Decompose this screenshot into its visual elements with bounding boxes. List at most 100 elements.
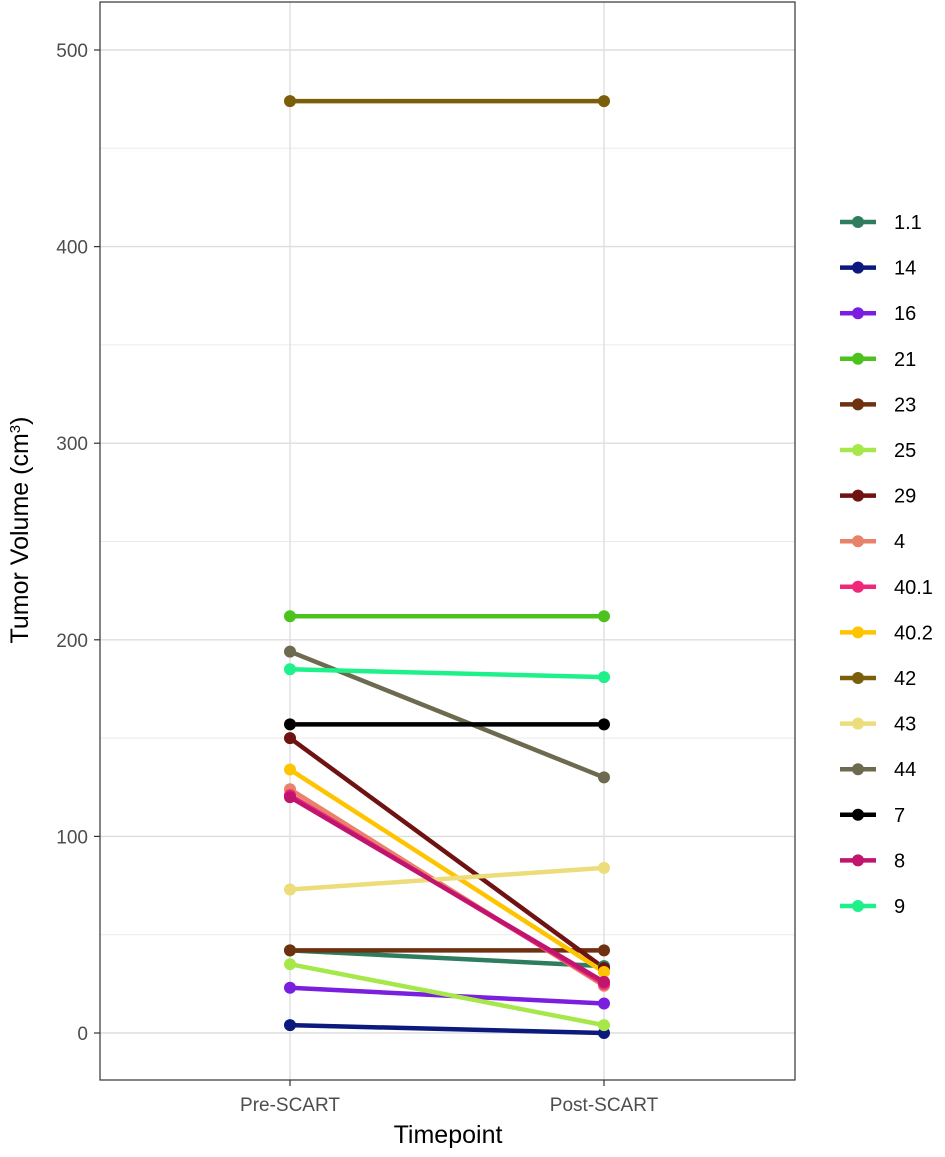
y-axis-label: Tumor Volume (cm3) (6, 417, 34, 644)
series-points (284, 95, 610, 1039)
data-point-25-Post-SCART (598, 1019, 610, 1032)
legend-item-29: 29 (840, 486, 916, 508)
legend-label: 4 (894, 531, 905, 553)
legend-label: 25 (894, 440, 916, 462)
legend-item-14: 14 (840, 258, 916, 280)
data-point-40.2-Pre-SCART (284, 763, 296, 776)
data-point-16-Pre-SCART (284, 981, 296, 994)
data-point-43-Post-SCART (598, 861, 610, 874)
legend-key-point (852, 808, 864, 821)
series-line-9 (287, 667, 607, 680)
series-lines (287, 98, 607, 1036)
data-point-23-Post-SCART (598, 944, 610, 957)
legend-item-9: 9 (840, 896, 905, 918)
x-tick-label: Pre-SCART (240, 1095, 340, 1116)
data-point-16-Post-SCART (598, 997, 610, 1010)
data-point-7-Pre-SCART (284, 718, 296, 731)
data-point-21-Post-SCART (598, 610, 610, 623)
y-tick-label: 300 (56, 434, 88, 455)
legend-item-44: 44 (840, 759, 916, 781)
data-point-7-Post-SCART (598, 718, 610, 731)
data-point-14-Pre-SCART (284, 1019, 296, 1032)
legend-item-21: 21 (840, 349, 916, 371)
y-tick-label: 500 (56, 41, 88, 62)
x-axis: Pre-SCART Post-SCART (240, 1080, 659, 1116)
series-line-40.2 (287, 767, 607, 975)
legend-label: 7 (894, 805, 905, 827)
data-point-42-Post-SCART (598, 95, 610, 108)
y-axis-label-superscript: 3 (7, 425, 24, 433)
legend-label: 21 (894, 349, 916, 371)
y-axis-label-text: Tumor Volume (cm (6, 433, 34, 643)
data-point-44-Pre-SCART (284, 645, 296, 658)
legend-key-point (852, 626, 864, 639)
data-point-9-Pre-SCART (284, 663, 296, 676)
y-tick-label: 0 (77, 1024, 88, 1045)
data-point-9-Post-SCART (598, 671, 610, 684)
x-axis-label: Timepoint (394, 1121, 503, 1149)
series-line-43 (287, 865, 607, 892)
y-axis-label-close: ) (6, 417, 34, 425)
data-point-29-Pre-SCART (284, 732, 296, 745)
data-point-8-Pre-SCART (284, 791, 296, 804)
x-tick-label: Post-SCART (550, 1095, 659, 1116)
legend-item-8: 8 (840, 850, 905, 872)
series-line-1.1 (287, 948, 607, 969)
panel-border (99, 1, 796, 1081)
data-point-44-Post-SCART (598, 771, 610, 784)
data-point-25-Pre-SCART (284, 958, 296, 971)
legend-label: 44 (894, 759, 916, 781)
legend-key-point (852, 398, 864, 411)
data-point-8-Post-SCART (598, 975, 610, 988)
data-point-21-Pre-SCART (284, 610, 296, 623)
legend-item-23: 23 (840, 394, 916, 416)
legend-item-43: 43 (840, 714, 916, 736)
data-point-40.2-Post-SCART (598, 966, 610, 979)
y-tick-label: 400 (56, 238, 88, 259)
legend-label: 40.2 (894, 622, 933, 644)
legend-item-7: 7 (840, 805, 905, 827)
legend: 1.1 14 16 21 23 25 29 4 40.1 40.2 42 43 44 7 8 9 (840, 212, 933, 918)
legend-key-point (852, 261, 864, 274)
legend-label: 43 (894, 714, 916, 736)
legend-item-16: 16 (840, 303, 916, 325)
legend-label: 42 (894, 668, 916, 690)
legend-label: 1.1 (894, 212, 922, 234)
legend-item-4: 4 (840, 531, 905, 553)
legend-key-point (852, 854, 864, 867)
legend-key-point (852, 352, 864, 365)
legend-label: 23 (894, 394, 916, 416)
legend-key-point (852, 307, 864, 320)
series-line-29 (287, 735, 607, 971)
legend-item-42: 42 (840, 668, 916, 690)
legend-key-point (852, 535, 864, 548)
legend-key-point (852, 672, 864, 684)
data-point-23-Pre-SCART (284, 944, 296, 957)
legend-label: 40.1 (894, 577, 933, 599)
series-line-8 (287, 794, 607, 985)
y-tick-label: 200 (56, 631, 88, 652)
gridlines (100, 2, 795, 1080)
legend-item-25: 25 (840, 440, 916, 462)
series-line-14 (287, 1022, 607, 1036)
data-point-43-Pre-SCART (284, 883, 296, 896)
y-axis: 0 100 200 300 400 500 (56, 41, 100, 1045)
legend-item-40.2: 40.2 (840, 622, 933, 644)
legend-key-point (852, 580, 864, 593)
legend-label: 14 (894, 258, 916, 280)
legend-key-point (852, 444, 864, 456)
legend-key-point (852, 900, 864, 912)
legend-key-point (852, 763, 864, 776)
legend-key-point (852, 216, 864, 228)
data-point-42-Pre-SCART (284, 95, 296, 108)
series-line-25 (287, 961, 607, 1028)
y-tick-label: 100 (56, 827, 88, 848)
legend-label: 8 (894, 850, 905, 872)
legend-item-1.1: 1.1 (840, 212, 922, 234)
legend-label: 9 (894, 896, 905, 918)
legend-label: 29 (894, 486, 916, 508)
legend-key-point (852, 489, 864, 502)
legend-item-40.1: 40.1 (840, 577, 933, 599)
